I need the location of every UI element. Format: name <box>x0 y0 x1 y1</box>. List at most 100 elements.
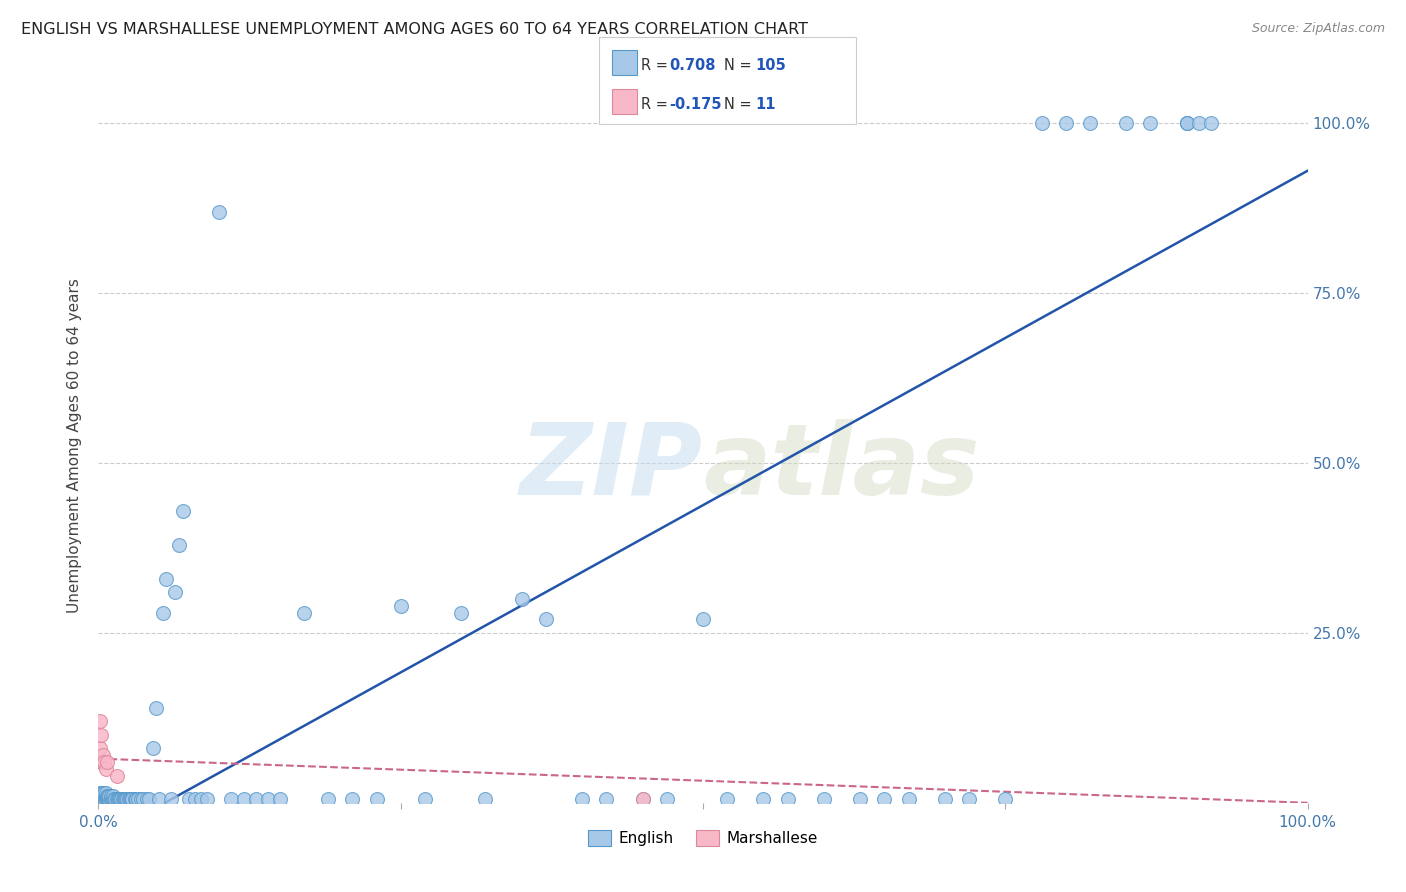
Text: N =: N = <box>724 59 756 73</box>
Point <box>91 789 114 803</box>
Point <box>148 792 170 806</box>
Text: Source: ZipAtlas.com: Source: ZipAtlas.com <box>1251 22 1385 36</box>
Point <box>595 792 617 806</box>
Point <box>245 792 267 806</box>
Point <box>172 503 194 517</box>
Point <box>776 792 799 806</box>
Point <box>190 792 212 806</box>
Point <box>94 786 117 800</box>
Point <box>1188 116 1211 130</box>
Point <box>135 792 157 806</box>
Point <box>1175 116 1198 130</box>
Point <box>934 792 956 806</box>
Point <box>104 792 127 806</box>
Point <box>1115 116 1137 130</box>
Point <box>813 792 835 806</box>
Point <box>160 792 183 806</box>
Point <box>97 792 120 806</box>
Point <box>849 792 872 806</box>
Point <box>163 585 186 599</box>
Point <box>90 792 112 806</box>
Point <box>108 792 131 806</box>
Point <box>100 792 122 806</box>
Point <box>571 792 593 806</box>
Text: atlas: atlas <box>703 419 980 516</box>
Point <box>94 789 117 803</box>
Point <box>118 792 141 806</box>
Point <box>105 792 128 806</box>
Point <box>89 786 111 800</box>
Point <box>221 792 243 806</box>
Point <box>101 789 124 803</box>
Text: R =: R = <box>641 59 672 73</box>
Point <box>1054 116 1077 130</box>
Point <box>716 792 738 806</box>
Point <box>103 792 125 806</box>
Point <box>90 755 112 769</box>
Text: -0.175: -0.175 <box>669 97 721 112</box>
Point <box>110 792 132 806</box>
Point <box>91 792 114 806</box>
Point <box>256 792 278 806</box>
Point <box>91 786 114 800</box>
Point <box>89 789 111 803</box>
Point <box>107 792 129 806</box>
Point <box>90 728 112 742</box>
Point <box>93 786 115 800</box>
Point <box>98 789 121 803</box>
Point <box>184 792 207 806</box>
Point <box>1199 116 1222 130</box>
Point <box>413 792 436 806</box>
Legend: English, Marshallese: English, Marshallese <box>582 824 824 852</box>
Point <box>138 792 160 806</box>
Point <box>655 792 678 806</box>
Y-axis label: Unemployment Among Ages 60 to 64 years: Unemployment Among Ages 60 to 64 years <box>67 278 83 614</box>
Point <box>125 792 148 806</box>
Point <box>195 792 218 806</box>
Point <box>100 792 122 806</box>
Point <box>155 572 177 586</box>
Point <box>897 792 920 806</box>
Point <box>96 789 118 803</box>
Point <box>114 792 136 806</box>
Point <box>366 792 388 806</box>
Point <box>94 792 117 806</box>
Point <box>108 792 131 806</box>
Point <box>1139 116 1161 130</box>
Point <box>450 606 472 620</box>
Point <box>93 755 115 769</box>
Point <box>89 741 111 756</box>
Point <box>692 612 714 626</box>
Point <box>93 789 115 803</box>
Point <box>232 792 254 806</box>
Point <box>342 792 364 806</box>
Point <box>510 591 533 606</box>
Point <box>127 792 149 806</box>
Point <box>631 792 654 806</box>
Text: 0.708: 0.708 <box>669 59 716 73</box>
Point <box>91 792 114 806</box>
Point <box>90 786 112 800</box>
Point <box>89 792 111 806</box>
Point <box>91 748 114 763</box>
Point <box>101 792 124 806</box>
Point <box>873 792 896 806</box>
Point <box>752 792 775 806</box>
Point <box>118 792 141 806</box>
Point <box>169 537 191 551</box>
Point <box>120 792 142 806</box>
Point <box>142 741 165 756</box>
Point <box>112 792 135 806</box>
Point <box>631 792 654 806</box>
Point <box>124 792 146 806</box>
Point <box>152 606 174 620</box>
Point <box>389 599 412 613</box>
Point <box>117 792 139 806</box>
Point <box>1078 116 1101 130</box>
Point <box>474 792 496 806</box>
Point <box>96 792 118 806</box>
Text: N =: N = <box>724 97 756 112</box>
Text: 11: 11 <box>755 97 776 112</box>
Point <box>1175 116 1198 130</box>
Point <box>1031 116 1053 130</box>
